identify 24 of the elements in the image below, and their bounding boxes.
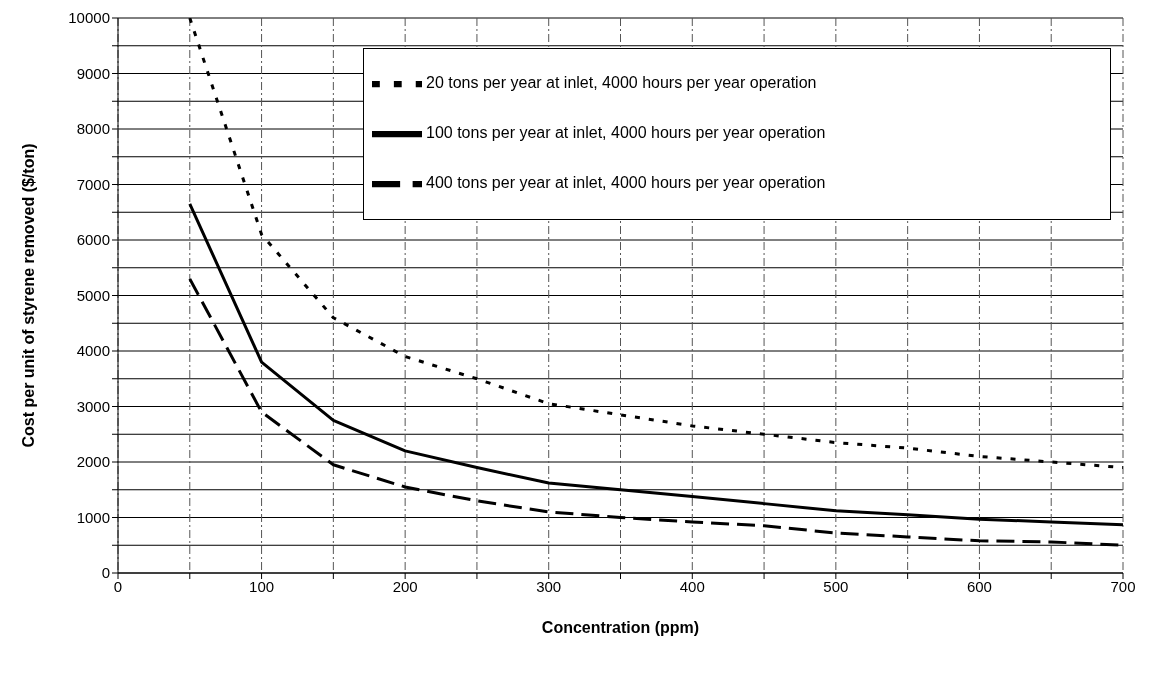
y-tick-label: 1000 [76, 508, 110, 526]
x-tick-label: 200 [392, 577, 418, 595]
y-tick-label: 7000 [76, 175, 110, 193]
y-tick-label: 10000 [68, 9, 110, 27]
x-tick-label: 500 [823, 577, 849, 595]
x-tick-label: 100 [249, 577, 275, 595]
y-tick-label: 0 [101, 564, 110, 582]
y-tick-label: 2000 [76, 453, 110, 471]
y-tick-label: 9000 [76, 64, 110, 82]
y-axis-title: Cost per unit of styrene removed ($/ton) [19, 143, 37, 448]
x-axis-title: Concentration (ppm) [541, 619, 700, 636]
x-tick-label: 300 [536, 577, 562, 595]
y-tick-label: 4000 [76, 342, 110, 360]
x-tick-label: 700 [1110, 577, 1136, 595]
legend-label: 20 tons per year at inlet, 4000 hours per year operation [426, 74, 817, 92]
y-tick-label: 3000 [76, 397, 110, 415]
x-tick-label: 600 [966, 577, 992, 595]
legend-label: 100 tons per year at inlet, 4000 hours per year operation [426, 124, 826, 142]
y-tick-label: 6000 [76, 231, 110, 249]
legend-label: 400 tons per year at inlet, 4000 hours per year operation [426, 174, 826, 192]
x-tick-label: 400 [679, 577, 705, 595]
y-tick-label: 5000 [76, 286, 110, 304]
x-tick-label: 0 [113, 577, 123, 595]
y-tick-label: 8000 [76, 120, 110, 138]
